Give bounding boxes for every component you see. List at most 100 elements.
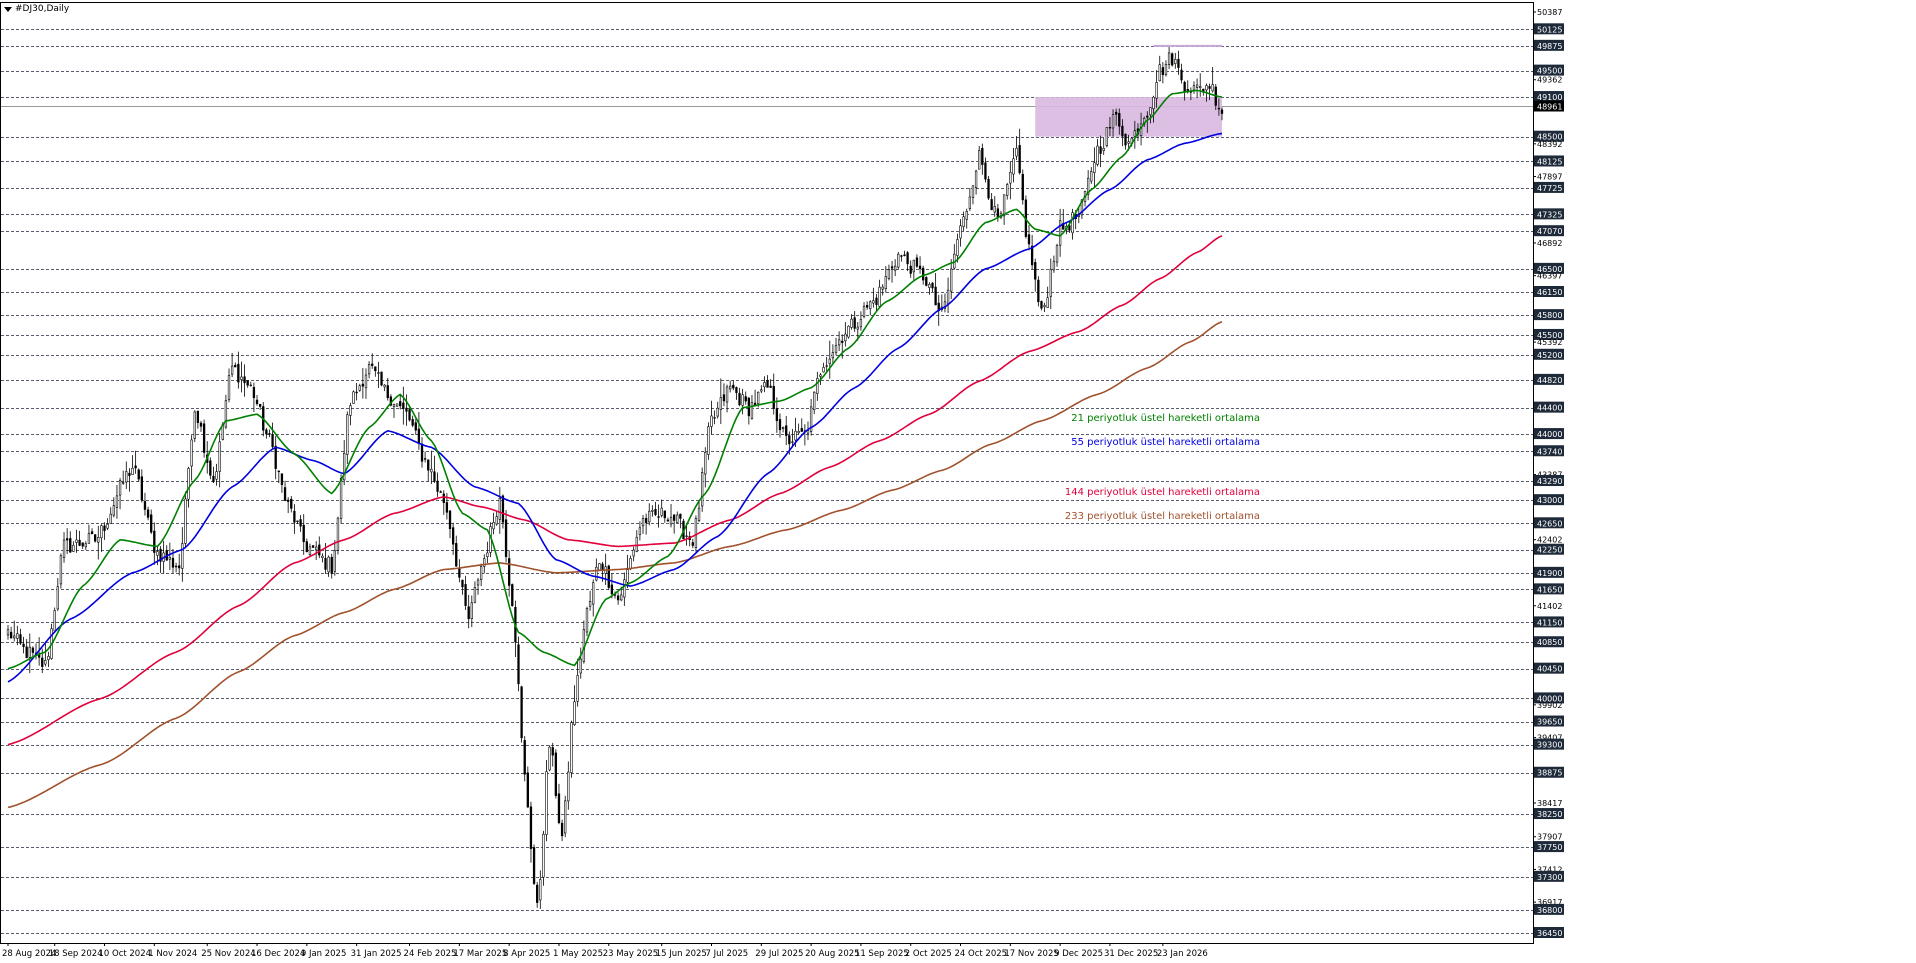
candle-body	[140, 476, 144, 501]
price-level-badge	[1534, 328, 1564, 340]
candle-body	[1217, 107, 1221, 110]
candle-body	[778, 419, 782, 431]
candle-body	[1040, 301, 1043, 309]
axis-tick-label: 45392	[1537, 338, 1562, 347]
candle-body	[620, 594, 623, 601]
candle-body	[65, 538, 69, 541]
candle-body	[576, 675, 579, 702]
candle-body	[872, 300, 875, 304]
candle-body	[265, 429, 268, 435]
axis-tick-label: 37907	[1537, 833, 1562, 842]
candle-body	[392, 404, 396, 407]
candle-body	[564, 800, 567, 834]
candle-body	[1086, 177, 1090, 195]
price-level-label: 36800	[1537, 906, 1562, 915]
candle-body	[822, 367, 825, 373]
candle-body	[1199, 86, 1202, 89]
candle-body	[579, 658, 582, 674]
candle-body	[831, 352, 835, 359]
x-axis-label: 17 Mar 2025	[453, 949, 507, 959]
candle-body	[816, 378, 819, 394]
candle-body	[1111, 114, 1115, 129]
price-level-label: 46150	[1537, 288, 1562, 297]
candle-body	[672, 514, 676, 521]
candle-body	[573, 701, 576, 725]
ema55-line	[7, 132, 1223, 683]
candle-body	[735, 387, 738, 393]
candle-body	[791, 441, 794, 443]
price-level-label: 42250	[1537, 546, 1562, 555]
candle-body	[433, 471, 436, 482]
candle-body	[766, 379, 769, 388]
candle-body	[850, 318, 853, 328]
candle-body	[676, 514, 679, 523]
candle-body	[53, 610, 56, 632]
candle-body	[585, 608, 589, 633]
candle-body	[1133, 130, 1136, 137]
candle-body	[632, 549, 635, 557]
candle-body	[75, 539, 78, 543]
candle-body	[859, 319, 863, 328]
candle-body	[669, 516, 673, 525]
candle-body	[174, 565, 178, 568]
candle-body	[150, 514, 153, 533]
x-axis-label: 15 Jun 2025	[656, 949, 707, 959]
x-axis-label: 31 Jan 2025	[351, 949, 402, 959]
candle-body	[143, 501, 147, 510]
candle-body	[536, 884, 539, 903]
candle-body	[763, 382, 766, 388]
candle-body	[757, 391, 760, 404]
candle-body	[635, 536, 638, 552]
x-axis-label: 9 Dec 2025	[1054, 949, 1103, 959]
price-level-badge	[1534, 870, 1564, 882]
candle-body	[567, 771, 570, 802]
x-axis-label: 7 Jul 2025	[705, 949, 748, 959]
candle-body	[271, 434, 274, 448]
ema-legend-label-0: 21 periyotluk üstel hareketli ortalama	[1071, 413, 1260, 424]
candle-body	[137, 469, 140, 480]
candle-body	[701, 472, 704, 507]
price-level-label: 39650	[1537, 718, 1562, 727]
x-axis-label: 24 Feb 2025	[404, 949, 457, 959]
candle-body	[887, 269, 891, 280]
candle-body	[560, 822, 564, 837]
candle-body	[13, 635, 16, 639]
candle-body	[243, 376, 246, 384]
price-level-label: 48125	[1537, 157, 1562, 166]
candle-body	[81, 542, 84, 547]
candle-body	[339, 478, 343, 519]
candle-body	[809, 406, 813, 432]
candle-body	[349, 405, 352, 416]
candle-body	[324, 558, 327, 570]
candle-body	[990, 199, 993, 211]
price-level-badge	[1534, 517, 1564, 529]
candle-body	[1149, 107, 1152, 116]
candle-body	[570, 722, 573, 773]
candle-body	[249, 384, 252, 387]
candle-body	[495, 516, 498, 525]
candle-body	[526, 772, 529, 808]
candle-body	[9, 631, 13, 639]
candle-body	[504, 519, 508, 557]
candle-body	[184, 498, 187, 544]
price-level-label: 38875	[1537, 769, 1562, 778]
dropdown-arrow-icon[interactable]	[4, 6, 12, 12]
candle-body	[461, 579, 464, 588]
supply-zone	[1035, 97, 1222, 137]
candle-body	[657, 516, 660, 518]
candle-body	[788, 435, 791, 445]
candle-body	[1046, 297, 1049, 308]
candle-body	[1211, 84, 1214, 92]
candle-body	[374, 366, 377, 372]
candle-body	[59, 555, 63, 585]
price-level-label: 45500	[1537, 331, 1562, 340]
candle-body	[202, 423, 206, 453]
candle-body	[598, 563, 601, 571]
x-axis-label: 20 Aug 2025	[805, 949, 859, 959]
chart-title-bar[interactable]: #DJ30,Daily	[4, 4, 69, 14]
candle-body	[638, 527, 642, 535]
candle-body	[479, 566, 483, 580]
candle-body	[542, 833, 545, 878]
candle-body	[909, 265, 912, 274]
